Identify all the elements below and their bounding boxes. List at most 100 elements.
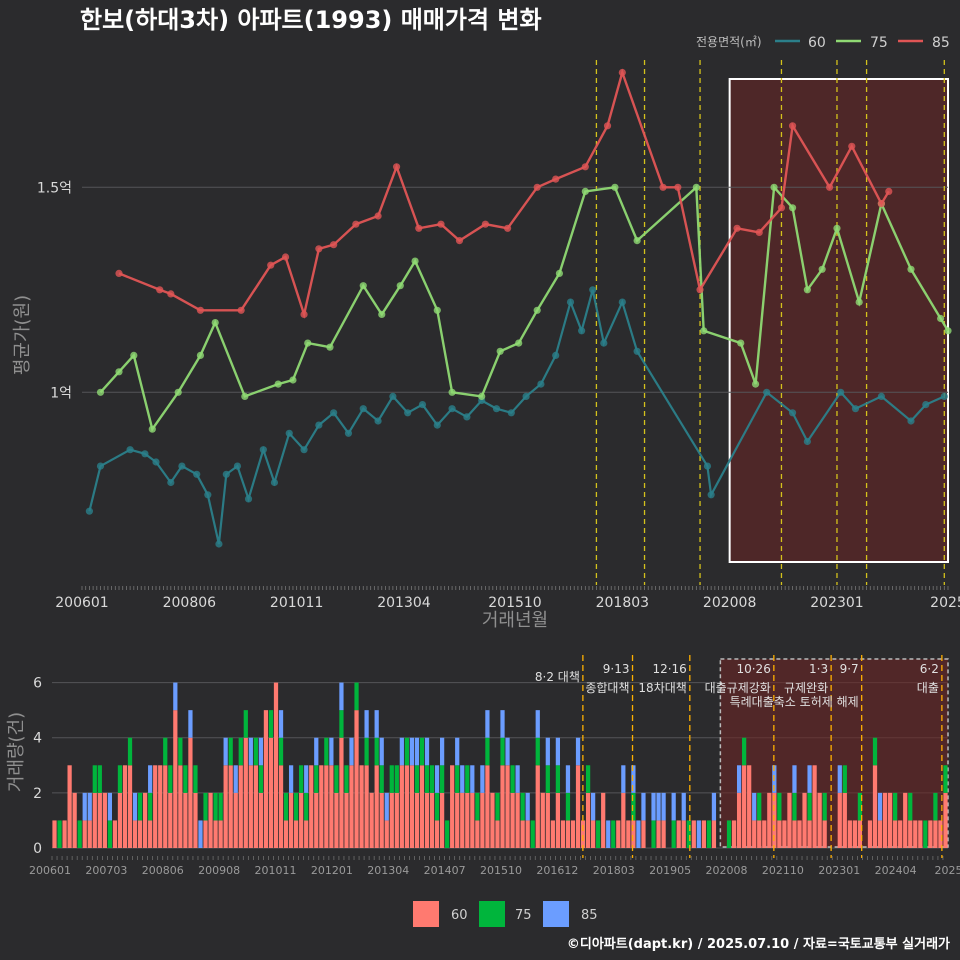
- volume-bar-60: [817, 792, 822, 848]
- volume-bar-60: [278, 765, 284, 848]
- price-x-tick-label: 201304: [377, 595, 431, 611]
- volume-legend-label-85: 85: [581, 908, 598, 923]
- volume-bar-60: [379, 792, 384, 848]
- price-point-85: [374, 212, 382, 220]
- volume-bar-60: [661, 820, 666, 848]
- volume-bar-75: [565, 792, 571, 821]
- volume-bar-60: [555, 792, 561, 848]
- volume-bar-60: [691, 820, 696, 848]
- price-point-85: [352, 220, 360, 228]
- price-point-75: [96, 388, 105, 396]
- volume-bar-85: [409, 737, 415, 766]
- volume-bar-85: [198, 820, 203, 848]
- volume-bar-60: [701, 820, 706, 848]
- volume-bar-60: [243, 737, 248, 848]
- price-point-60: [600, 339, 608, 347]
- volume-bar-60: [304, 820, 309, 848]
- price-x-tick-label: 201510: [488, 595, 541, 611]
- price-point-85: [196, 306, 205, 314]
- volume-bar-60: [258, 792, 264, 848]
- volume-x-tick-label: 200703: [85, 864, 127, 877]
- volume-bar-85: [752, 792, 757, 821]
- price-point-85: [281, 253, 290, 261]
- price-point-60: [233, 462, 242, 470]
- volume-bar-75: [596, 820, 601, 848]
- volume-bar-85: [525, 792, 530, 821]
- volume-bar-75: [414, 765, 420, 793]
- volume-bar-60: [545, 792, 550, 848]
- volume-bar-75: [364, 737, 369, 766]
- price-point-60: [507, 409, 515, 417]
- price-point-75: [289, 376, 297, 384]
- price-x-tick-label: 202008: [703, 595, 756, 611]
- price-panel: 1억 1.5억 200601 200806 201011 201304 201510 2018…: [37, 60, 960, 611]
- price-point-75: [515, 339, 523, 347]
- volume-bar-85: [258, 737, 264, 766]
- volume-bar-60: [193, 792, 198, 848]
- volume-bar-60: [439, 792, 445, 848]
- volume-bar-60: [299, 792, 304, 848]
- volume-bar-60: [92, 792, 97, 848]
- volume-bar-85: [505, 737, 510, 766]
- volume-bar-60: [344, 792, 349, 848]
- volume-bar-60: [153, 765, 158, 848]
- volume-bar-60: [334, 792, 339, 848]
- volume-bar-85: [379, 737, 384, 766]
- volume-bar-85: [132, 792, 138, 821]
- volume-bar-60: [369, 792, 374, 848]
- volume-bar-60: [485, 765, 490, 848]
- price-point-60: [418, 401, 427, 409]
- price-point-60: [96, 462, 105, 470]
- volume-bar-60: [591, 820, 596, 848]
- policy-label-sub: 대출규제강화: [705, 681, 771, 695]
- volume-bar-75: [429, 765, 435, 793]
- volume-bar-75: [465, 765, 470, 793]
- volume-x-tick-label: 201803: [593, 864, 635, 877]
- volume-bar-75: [807, 792, 812, 821]
- price-point-60: [448, 405, 456, 413]
- volume-bar-60: [102, 792, 107, 848]
- price-line-75: [99, 184, 950, 433]
- volume-bar-75: [530, 820, 535, 848]
- price-point-60: [492, 405, 501, 413]
- price-point-85: [437, 220, 445, 228]
- volume-bar-85: [460, 765, 465, 793]
- price-point-60: [578, 327, 586, 335]
- volume-bar-60: [475, 820, 480, 848]
- volume-bar-60: [329, 765, 334, 848]
- price-point-75: [326, 343, 334, 351]
- volume-bar-60: [535, 765, 540, 848]
- volume-bar-75: [278, 737, 284, 766]
- volume-bar-60: [409, 765, 415, 848]
- volume-bar-60: [137, 820, 143, 848]
- volume-bar-60: [490, 792, 495, 848]
- volume-bar-75: [424, 765, 430, 793]
- volume-x-tick-label: 20250: [935, 864, 960, 877]
- price-x-tick-label: 202301: [810, 595, 863, 611]
- volume-bar-60: [248, 765, 253, 848]
- price-point-75: [770, 183, 778, 191]
- volume-x-tick-label: 201407: [424, 864, 466, 877]
- price-point-60: [463, 413, 471, 421]
- price-point-85: [415, 224, 423, 232]
- volume-bar-75: [314, 765, 319, 793]
- price-y-axis-title: 평균가(원): [12, 295, 33, 375]
- volume-legend-swatch-85: [543, 901, 569, 927]
- volume-bar-85: [82, 792, 87, 821]
- price-x-tick-label: 200601: [55, 595, 108, 611]
- volume-bar-85: [545, 737, 550, 766]
- volume-bar-85: [278, 710, 284, 738]
- price-point-85: [392, 163, 401, 171]
- volume-bar-85: [681, 792, 686, 821]
- volume-bar-60: [681, 820, 686, 848]
- volume-bar-60: [565, 820, 571, 848]
- volume-bar-75: [510, 765, 515, 793]
- price-point-60: [85, 507, 94, 515]
- volume-bar-60: [148, 820, 153, 848]
- volume-bar-75: [555, 765, 561, 793]
- volume-bar-75: [107, 820, 113, 848]
- volume-bar-60: [82, 820, 87, 848]
- volume-bar-85: [424, 737, 430, 766]
- legend-label-75: 75: [870, 35, 888, 51]
- price-point-85: [237, 306, 245, 314]
